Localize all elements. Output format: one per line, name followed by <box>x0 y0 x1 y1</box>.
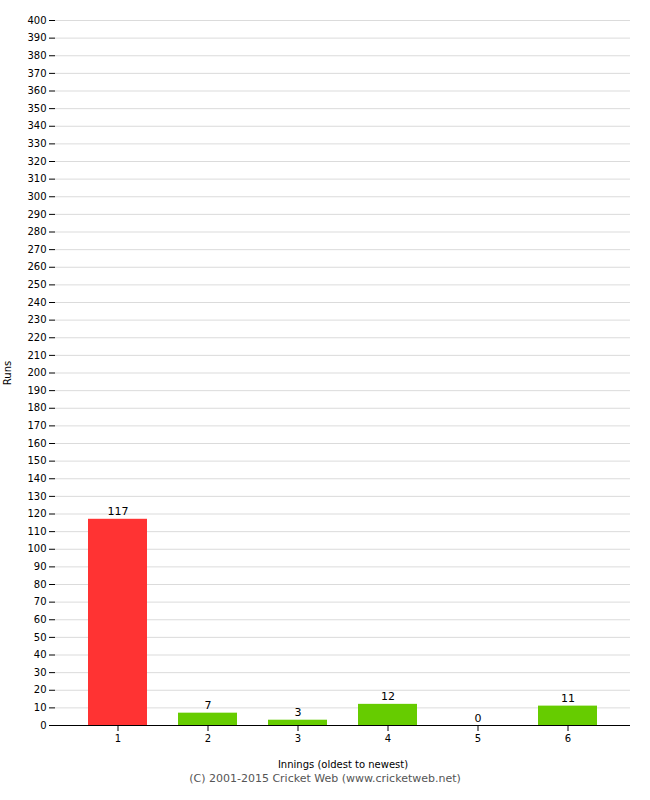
svg-text:370: 370 <box>27 68 46 79</box>
svg-text:290: 290 <box>27 209 46 220</box>
svg-text:360: 360 <box>27 85 46 96</box>
svg-text:280: 280 <box>27 226 46 237</box>
svg-text:0: 0 <box>40 720 46 731</box>
svg-text:300: 300 <box>27 191 46 202</box>
svg-text:310: 310 <box>27 173 46 184</box>
svg-text:12: 12 <box>381 690 395 703</box>
svg-text:1: 1 <box>115 733 121 744</box>
svg-text:11: 11 <box>561 692 575 705</box>
svg-text:400: 400 <box>27 15 46 26</box>
svg-text:Innings (oldest to newest): Innings (oldest to newest) <box>278 759 408 770</box>
svg-text:7: 7 <box>205 699 212 712</box>
svg-text:Runs: Runs <box>2 361 13 385</box>
svg-text:220: 220 <box>27 332 46 343</box>
svg-text:160: 160 <box>27 438 46 449</box>
svg-text:70: 70 <box>34 596 47 607</box>
svg-text:150: 150 <box>27 455 46 466</box>
svg-text:4: 4 <box>385 733 391 744</box>
svg-text:2: 2 <box>205 733 211 744</box>
svg-text:60: 60 <box>34 614 47 625</box>
svg-text:140: 140 <box>27 473 46 484</box>
svg-text:6: 6 <box>565 733 571 744</box>
svg-text:240: 240 <box>27 297 46 308</box>
svg-text:390: 390 <box>27 32 46 43</box>
svg-text:130: 130 <box>27 491 46 502</box>
svg-text:270: 270 <box>27 244 46 255</box>
svg-text:250: 250 <box>27 279 46 290</box>
svg-text:120: 120 <box>27 508 46 519</box>
svg-text:170: 170 <box>27 420 46 431</box>
svg-text:50: 50 <box>34 632 47 643</box>
svg-text:260: 260 <box>27 261 46 272</box>
svg-text:5: 5 <box>475 733 481 744</box>
svg-text:0: 0 <box>475 712 482 725</box>
svg-text:80: 80 <box>34 579 47 590</box>
svg-text:110: 110 <box>27 526 46 537</box>
svg-text:10: 10 <box>34 702 47 713</box>
svg-text:117: 117 <box>108 505 129 518</box>
svg-text:3: 3 <box>295 733 301 744</box>
svg-text:350: 350 <box>27 103 46 114</box>
svg-text:30: 30 <box>34 667 47 678</box>
svg-text:40: 40 <box>34 649 47 660</box>
svg-text:100: 100 <box>27 543 46 554</box>
svg-text:340: 340 <box>27 120 46 131</box>
svg-text:190: 190 <box>27 385 46 396</box>
svg-text:380: 380 <box>27 50 46 61</box>
svg-text:210: 210 <box>27 350 46 361</box>
html-text:(C) 2001-2015 Cricket Web (www: (C) 2001-2015 Cricket Web (www.cricketwe… <box>189 772 461 785</box>
svg-text:200: 200 <box>27 367 46 378</box>
svg-text:230: 230 <box>27 314 46 325</box>
svg-text:330: 330 <box>27 138 46 149</box>
svg-text:20: 20 <box>34 684 47 695</box>
svg-text:320: 320 <box>27 156 46 167</box>
svg-text:90: 90 <box>34 561 47 572</box>
svg-text:3: 3 <box>295 706 302 719</box>
svg-text:180: 180 <box>27 402 46 413</box>
